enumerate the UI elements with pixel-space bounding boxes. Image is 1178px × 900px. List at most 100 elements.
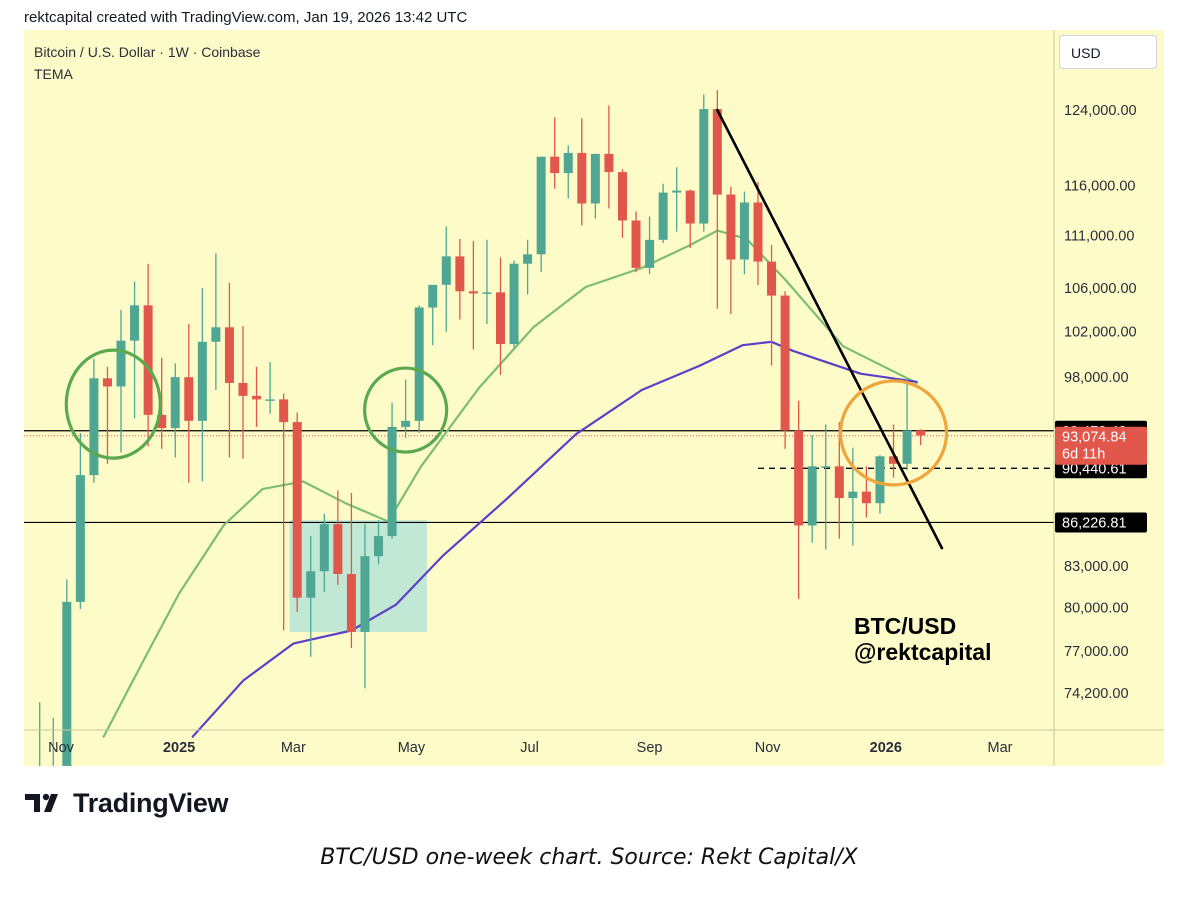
candle-body	[861, 491, 871, 504]
candle-body	[197, 341, 207, 421]
candle-body	[455, 256, 465, 292]
candle	[617, 169, 627, 238]
candle-body	[238, 382, 248, 396]
candle	[211, 253, 221, 390]
candle-body	[712, 109, 722, 195]
candle	[319, 513, 329, 593]
x-tick-label: May	[398, 740, 426, 756]
candle-body	[563, 152, 573, 174]
candle-body	[387, 426, 397, 537]
candle-body	[780, 295, 790, 431]
candle-body	[292, 422, 302, 598]
candle	[401, 379, 411, 438]
candle-body	[685, 190, 695, 224]
candle	[807, 435, 817, 543]
candle	[672, 167, 682, 232]
figure-caption: BTC/USD one-week chart. Source: Rekt Cap…	[320, 845, 858, 870]
watermark-handle: @rektcapital	[854, 639, 992, 665]
symbol-legend[interactable]: Bitcoin / U.S. Dollar · 1W · Coinbase	[34, 44, 261, 60]
candle-body	[428, 284, 438, 308]
y-tick-label: 116,000.00	[1064, 179, 1136, 195]
candle-body	[821, 466, 831, 468]
candle	[509, 260, 519, 348]
attribution-text: rektcapital created with TradingView.com…	[24, 9, 468, 26]
candle-body	[346, 573, 356, 632]
candle	[184, 323, 194, 483]
candle-body	[157, 414, 167, 429]
candle-body	[89, 378, 99, 476]
watermark-pair: BTC/USD	[854, 613, 957, 639]
candle	[902, 379, 912, 471]
level-price-tag	[1055, 512, 1147, 533]
candle-body	[658, 192, 668, 240]
y-tick-label: 77,000.00	[1064, 644, 1129, 660]
last-price-label: 93,074.84	[1062, 430, 1127, 446]
candle	[39, 702, 41, 766]
candle	[292, 412, 302, 612]
candle	[861, 466, 871, 518]
y-tick-label: 80,000.00	[1064, 601, 1129, 617]
candle	[712, 90, 722, 309]
tradingview-logo: TradingView	[25, 788, 229, 818]
candle	[550, 117, 560, 189]
candle-body	[441, 256, 451, 285]
candle-body	[834, 466, 844, 499]
green-highlight-circle-2	[363, 366, 449, 454]
indicator-legend[interactable]: TEMA	[34, 66, 73, 82]
candle-body	[726, 194, 736, 260]
candle	[767, 244, 777, 366]
x-tick-label: 2026	[870, 740, 902, 756]
candle-body	[739, 202, 749, 260]
candle-body	[794, 430, 804, 526]
chart-panel[interactable]: 124,000.00 116,000.00 111,000.00 106,000.00…	[24, 30, 1164, 766]
candle	[685, 189, 695, 249]
candle	[455, 238, 465, 320]
candle-body	[645, 239, 655, 268]
candle-body	[753, 202, 763, 262]
candle	[265, 362, 275, 414]
candle-body	[902, 430, 912, 464]
candle	[116, 309, 126, 453]
candle-body	[916, 430, 926, 436]
candle	[645, 216, 655, 275]
candle	[536, 156, 546, 273]
candle-body	[550, 156, 560, 174]
candle	[89, 358, 99, 483]
candle	[252, 366, 262, 427]
candle	[238, 326, 248, 459]
candle	[306, 536, 316, 657]
candle-body	[767, 261, 777, 296]
candle-body	[889, 456, 899, 464]
y-tick-label: 124,000.00	[1064, 103, 1137, 119]
currency-selector[interactable]: USD	[1059, 35, 1157, 69]
candle-body	[211, 327, 221, 342]
y-tick-label: 74,200.00	[1064, 686, 1129, 702]
candle-body	[482, 292, 492, 294]
candle-body	[184, 377, 194, 421]
x-tick-label: Nov	[755, 740, 782, 756]
candle	[495, 257, 505, 375]
candle-body	[672, 190, 682, 193]
candle	[279, 393, 289, 631]
last-price-countdown: 6d 11h	[1062, 447, 1105, 463]
x-tick-label: 2025	[163, 740, 195, 756]
x-tick-label: Jul	[520, 740, 539, 756]
y-tick-label: 106,000.00	[1064, 281, 1137, 297]
y-tick-label: 98,000.00	[1064, 370, 1129, 386]
candle-body	[62, 601, 72, 766]
x-tick-label: Mar	[281, 740, 306, 756]
candle	[699, 94, 709, 232]
candle	[739, 191, 749, 275]
candle-body	[875, 456, 885, 504]
candle-body	[848, 491, 858, 499]
candle	[360, 524, 370, 689]
candle	[441, 226, 451, 332]
candle-body	[252, 395, 262, 400]
candlestick-chart[interactable]: 124,000.00 116,000.00 111,000.00 106,000.00…	[24, 30, 1164, 766]
green-highlight-circle-1	[64, 348, 162, 460]
downtrend-line	[716, 108, 944, 550]
candle	[916, 429, 926, 446]
x-tick-label: Mar	[988, 740, 1013, 756]
y-tick-label: 83,000.00	[1064, 559, 1129, 575]
x-tick-label: Nov	[48, 740, 75, 756]
